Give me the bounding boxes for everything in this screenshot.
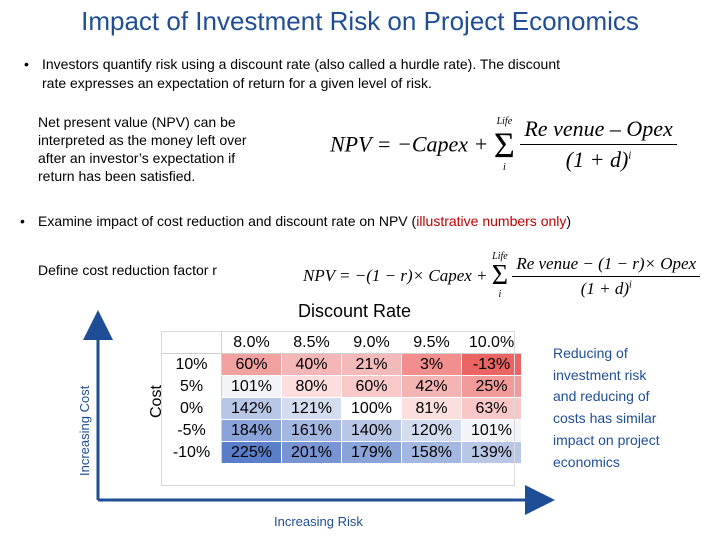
- side-note-line: costs has similar: [553, 410, 657, 427]
- npv-desc-line: Net present value (NPV) can be: [38, 114, 236, 130]
- discount-rate-label: Discount Rate: [298, 301, 412, 321]
- side-note-line: Reducing of: [553, 345, 628, 361]
- npv-sensitivity-table: 8.0% 8.5% 9.0% 9.5% 10.0% 10% 60% 40% 21% 3% -13%…: [161, 331, 522, 464]
- column-header: 10.0%: [461, 331, 522, 354]
- npv-cell: 3%: [401, 353, 462, 376]
- column-header: 8.5%: [281, 331, 342, 354]
- npv-desc-line: interpreted as the money left over: [38, 132, 247, 148]
- npv-formula-reduced: NPV = −(1 − r)× Capex + Life Σ i Re venu…: [303, 251, 701, 300]
- npv-desc-line: return has been satisfied.: [38, 168, 196, 184]
- side-note-line: and reducing of: [553, 388, 650, 405]
- define-label: Define cost reduction factor r: [38, 262, 217, 278]
- npv-cell: 21%: [341, 353, 402, 376]
- formula-lhs: NPV = −Capex +: [330, 131, 489, 157]
- npv-cell: -13%: [461, 353, 522, 376]
- npv-cell: 225%: [221, 441, 282, 464]
- table-corner-cell: [161, 331, 222, 354]
- npv-cell: 158%: [401, 441, 462, 464]
- npv-cell: 81%: [401, 397, 462, 420]
- formula-denominator: (1 + d)i: [512, 277, 700, 299]
- bullet2-prefix: Examine impact of cost reduction and dis…: [38, 213, 417, 229]
- npv-cell: 60%: [221, 353, 282, 376]
- column-header: 9.5%: [401, 331, 462, 354]
- exponent: i: [628, 149, 632, 162]
- table-row: -5% 184% 161% 140% 120% 101%: [161, 419, 522, 442]
- sum-upper: Life: [496, 115, 513, 127]
- table-row: 5% 101% 80% 60% 42% 25%: [161, 375, 522, 398]
- npv-cell: 80%: [281, 375, 342, 398]
- denominator-text: (1 + d): [565, 147, 629, 172]
- bullet-line: rate expresses an expectation of return …: [42, 75, 432, 91]
- npv-cell: 139%: [461, 441, 522, 464]
- npv-cell: 179%: [341, 441, 402, 464]
- sum-upper: Life: [492, 251, 508, 262]
- npv-formula: NPV = −Capex + Life Σ i Re venue – Opex …: [330, 116, 677, 173]
- row-header: 5%: [161, 375, 222, 398]
- npv-cell: 120%: [401, 419, 462, 442]
- table-row: 10% 60% 40% 21% 3% -13%: [161, 353, 522, 376]
- increasing-risk-label: Increasing Risk: [274, 514, 363, 529]
- npv-cell: 63%: [461, 397, 522, 420]
- npv-cell: 60%: [341, 375, 402, 398]
- npv-cell: 121%: [281, 397, 342, 420]
- exponent: i: [628, 278, 632, 290]
- npv-cell: 100%: [341, 397, 402, 420]
- side-note-line: economics: [553, 453, 620, 470]
- bullet-dot: •: [24, 56, 29, 72]
- formula-numerator: Re venue − (1 − r)× Opex: [512, 254, 701, 277]
- npv-cell: 42%: [401, 375, 462, 398]
- row-header: 0%: [161, 397, 222, 420]
- npv-cell: 142%: [221, 397, 282, 420]
- npv-desc-line: after an investor’s expectation if: [38, 150, 236, 166]
- formula-denominator: (1 + d)i: [520, 145, 676, 173]
- bullet-examine: • Examine impact of cost reduction and d…: [20, 212, 698, 231]
- npv-cell: 140%: [341, 419, 402, 442]
- npv-cell: 161%: [281, 419, 342, 442]
- npv-cell: 40%: [281, 353, 342, 376]
- npv-cell: 184%: [221, 419, 282, 442]
- bullet-dot: •: [20, 213, 25, 229]
- side-note-line: investment risk: [553, 366, 647, 383]
- sum-lower: i: [502, 161, 506, 173]
- npv-description: Net present value (NPV) can be interpret…: [38, 113, 300, 185]
- table-row: 0% 142% 121% 100% 81% 63%: [161, 397, 522, 420]
- bullet2-suffix: ): [566, 213, 572, 229]
- side-note-line: impact on project: [553, 431, 660, 448]
- row-header: 10%: [161, 353, 222, 376]
- row-header: -10%: [161, 441, 222, 464]
- formula-fraction: Re venue – Opex (1 + d)i: [520, 116, 677, 173]
- formula-numerator: Re venue – Opex: [520, 116, 677, 145]
- npv-cell: 25%: [461, 375, 522, 398]
- formula-fraction: Re venue − (1 − r)× Opex (1 + d)i: [512, 254, 701, 299]
- bullet-risk-intro: • Investors quantify risk using a discou…: [24, 55, 682, 93]
- summation-symbol: Life Σ i: [491, 251, 509, 300]
- side-note: Reducing of investment risk and reducing…: [553, 343, 703, 473]
- table-row: -10% 225% 201% 179% 158% 139%: [161, 441, 522, 464]
- npv-cell: 101%: [221, 375, 282, 398]
- row-header: -5%: [161, 419, 222, 442]
- summation-symbol: Life Σ i: [493, 115, 515, 173]
- sum-lower: i: [498, 289, 502, 300]
- bullet-line: Investors quantify risk using a discount…: [42, 56, 561, 72]
- denominator-text: (1 + d): [580, 278, 629, 298]
- formula-lhs: NPV = −(1 − r)× Capex +: [303, 266, 488, 285]
- npv-cell: 201%: [281, 441, 342, 464]
- column-header: 9.0%: [341, 331, 402, 354]
- page-title: Impact of Investment Risk on Project Eco…: [81, 6, 639, 36]
- column-header: 8.0%: [221, 331, 282, 354]
- illustrative-note: illustrative numbers only: [416, 213, 567, 229]
- npv-cell: 101%: [461, 419, 522, 442]
